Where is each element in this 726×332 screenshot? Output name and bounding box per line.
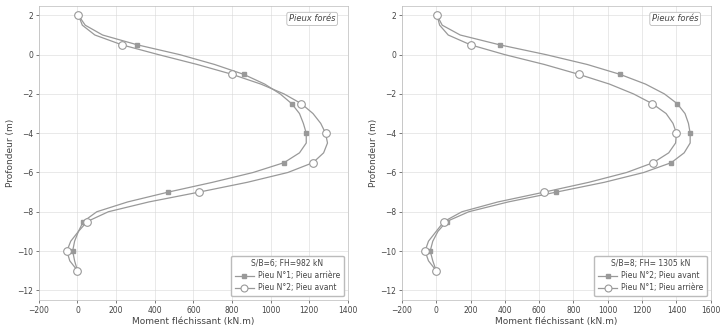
Y-axis label: Profondeur (m): Profondeur (m) bbox=[6, 119, 15, 187]
X-axis label: Moment fléchissant (kN.m): Moment fléchissant (kN.m) bbox=[495, 317, 618, 326]
Text: Pieux forés: Pieux forés bbox=[289, 14, 335, 23]
Text: Pieux forés: Pieux forés bbox=[652, 14, 698, 23]
Legend: Pieu N°1; Pieu arrière, Pieu N°2; Pieu avant: Pieu N°1; Pieu arrière, Pieu N°2; Pieu a… bbox=[231, 256, 344, 296]
Legend: Pieu N°2; Pieu avant, Pieu N°1; Pieu arrière: Pieu N°2; Pieu avant, Pieu N°1; Pieu arr… bbox=[594, 256, 707, 296]
X-axis label: Moment fléchissant (kN.m): Moment fléchissant (kN.m) bbox=[132, 317, 255, 326]
Y-axis label: Profondeur (m): Profondeur (m) bbox=[369, 119, 378, 187]
